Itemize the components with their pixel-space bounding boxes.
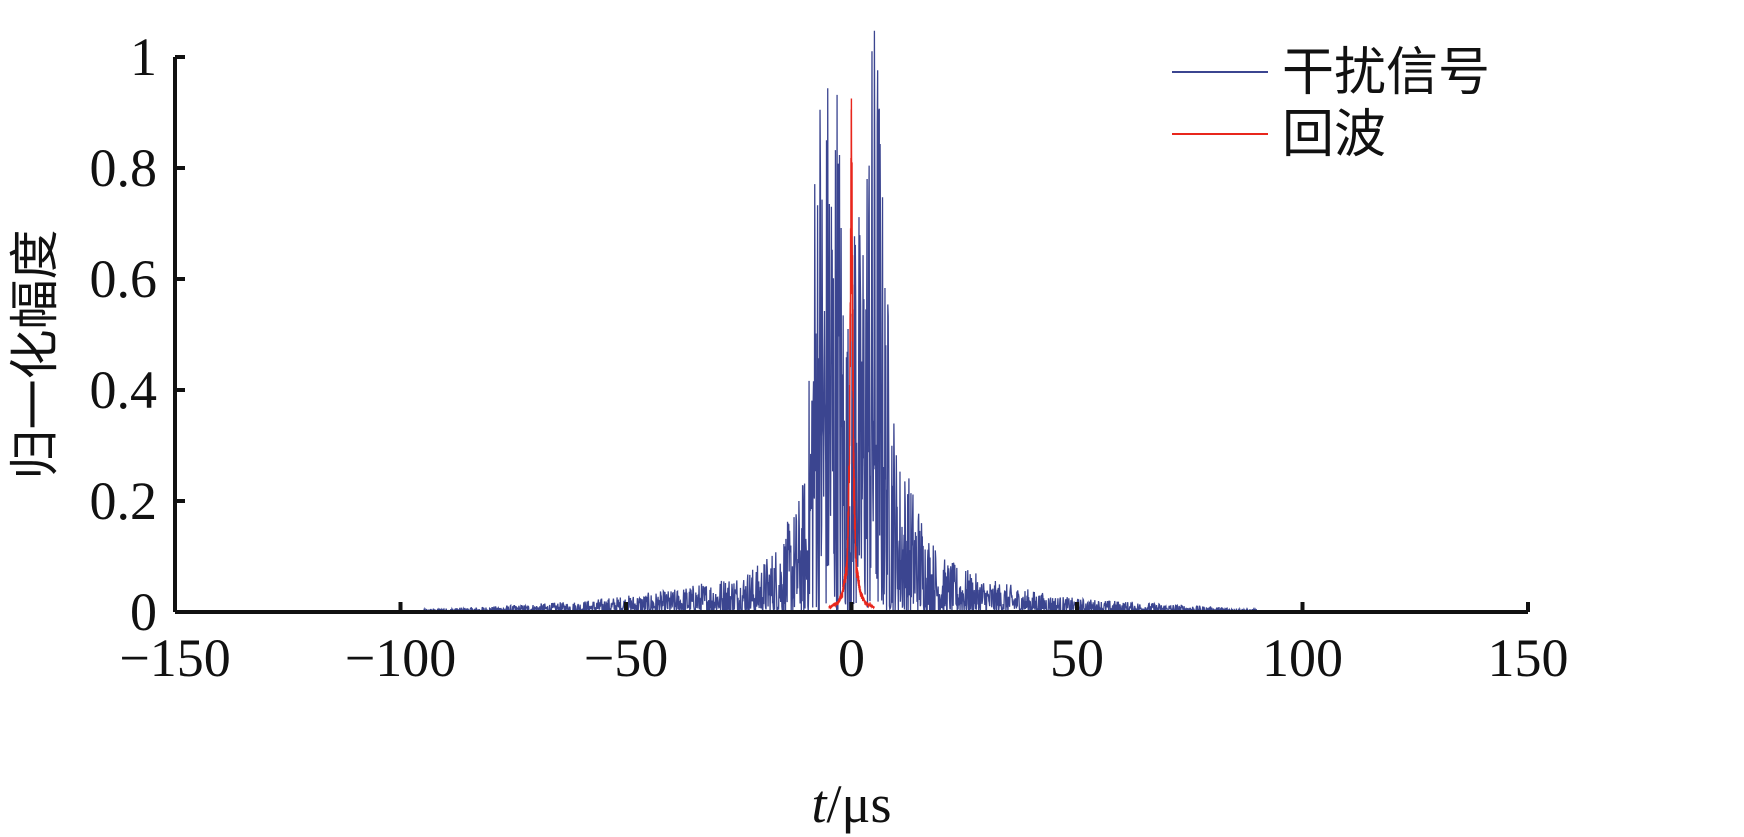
x-tick-label: 50 (1050, 628, 1104, 688)
series-layer (422, 30, 1258, 612)
x-axis-title: t/μs (812, 774, 892, 834)
y-tick-label: 0 (130, 582, 157, 642)
x-tick-label: −100 (345, 628, 456, 688)
x-tick-label: −150 (119, 628, 230, 688)
legend-label: 干扰信号 (1282, 43, 1490, 103)
series-echo-line (828, 98, 875, 610)
y-tick-label: 0.2 (90, 471, 158, 531)
y-ticks: 0 0.2 0.4 0.6 0.8 1 (90, 27, 185, 642)
x-tick-label: 100 (1262, 628, 1343, 688)
plot-area (422, 30, 1258, 612)
y-axis-title: 归一化幅度 (6, 230, 64, 480)
x-axis-title-italic: t (812, 774, 829, 834)
x-ticks: −150 −100 −50 0 50 100 150 (119, 602, 1569, 688)
legend-label: 回波 (1282, 105, 1386, 165)
axes: 0 0.2 0.4 0.6 0.8 1 −150 −100 −50 0 50 100 150 (90, 27, 1569, 688)
y-tick-label: 0.8 (90, 138, 158, 198)
x-tick-label: 0 (838, 628, 865, 688)
series-interference-line (422, 30, 1258, 612)
x-tick-label: 150 (1488, 628, 1569, 688)
x-tick-label: −50 (584, 628, 668, 688)
y-tick-label: 1 (130, 27, 157, 87)
y-tick-label: 0.6 (90, 249, 158, 309)
y-tick-label: 0.4 (90, 360, 158, 420)
x-axis-title-unit: /μs (827, 774, 892, 834)
